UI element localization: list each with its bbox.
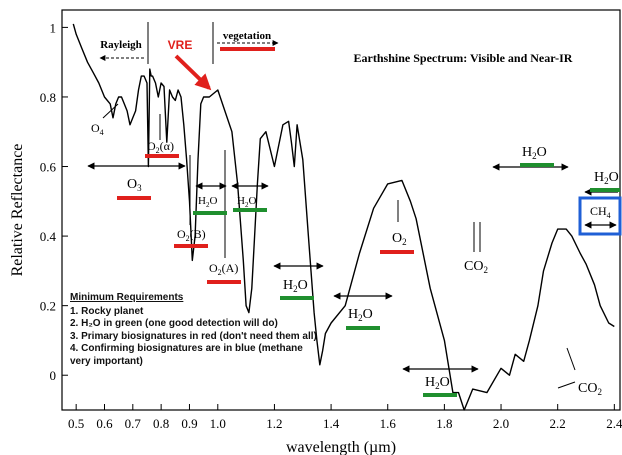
y-tick-label: 0.4 [40,229,57,244]
svg-text:O2(B): O2(B) [177,227,206,243]
annotation-o2-b: O2(B) [174,155,208,248]
x-tick-label: 2.4 [606,416,622,431]
annotation-ch4: CH4 [578,196,622,236]
rayleigh-label: Rayleigh [100,39,142,51]
svg-text:H2O: H2O [425,375,450,391]
requirement-item: 3. Primary biosignatures in red (don't n… [70,330,317,342]
annotation-h2o-1.13: H2O [333,292,393,330]
requirement-item: 1. Rocky planet [70,305,144,317]
annotation-o2-alpha: O2(α) [145,114,179,158]
vegetation-label: vegetation [223,30,271,42]
y-tick-label: 0.6 [40,160,57,175]
svg-text:CH4: CH4 [590,204,611,220]
x-tick-label: 0.7 [125,416,142,431]
reflectance-curve [72,23,615,411]
requirements-title: Minimum Requirements [70,292,184,303]
x-tick-label: 1.8 [436,416,452,431]
vre-label: VRE [168,38,193,52]
y-tick-label: 0.8 [40,90,56,105]
requirement-item: 2. H₂O in green (one good detection will… [70,318,278,329]
x-tick-label: 0.6 [96,416,113,431]
x-tick-label: 2.0 [493,416,509,431]
annotation-h2o-0.82: H2O [231,182,269,212]
rayleigh-marker: Rayleigh [99,22,214,64]
minimum-requirements-box: Minimum Requirements 1. Rocky planet 2. … [70,292,320,368]
x-tick-label: 1.6 [380,416,397,431]
annotation-h2o-1.9: H2O [492,145,569,171]
vre-marker: VRE [168,38,212,91]
svg-text:H2O: H2O [283,278,308,294]
annotation-h2o-0.72: H2O [193,182,227,215]
x-axis-ticks: 0.5 0.6 0.7 0.8 0.9 1.0 1.2 1.4 1.6 1.8 2.0 2.2 2.4 [68,404,622,431]
annotation-h2o-1.4: H2O [402,365,479,397]
svg-text:H2O: H2O [594,170,619,186]
svg-text:CO2: CO2 [464,259,488,275]
svg-text:O2(α): O2(α) [147,139,174,155]
annotation-o2-a: O2(A) [207,150,241,284]
y-tick-label: 0 [50,368,57,383]
x-tick-label: 0.5 [68,416,84,431]
svg-text:H2O: H2O [348,307,373,323]
x-tick-label: 1.0 [210,416,226,431]
x-tick-label: 0.9 [181,416,197,431]
x-tick-label: 0.8 [153,416,169,431]
annotation-o2-1.27: O2 [380,200,414,254]
x-tick-label: 1.4 [323,416,340,431]
requirement-item: 4. Confirming biosignatures are in blue … [70,343,303,367]
annotation-co2-1.6: CO2 [464,222,488,275]
annotation-h2o-2.4: H2O [584,170,620,196]
svg-text:CO2: CO2 [578,381,602,397]
svg-text:H2O: H2O [522,145,547,161]
svg-text:O2: O2 [392,231,407,247]
svg-text:O2(A): O2(A) [209,261,238,277]
x-tick-label: 2.2 [550,416,566,431]
x-axis-label: wavelength (µm) [286,439,396,455]
y-axis-label: Relative Reflectance [9,144,26,277]
svg-text:O4: O4 [91,121,104,137]
chart-title: Earthshine Spectrum: Visible and Near-IR [354,51,573,65]
annotation-co2-2.05: CO2 [557,347,602,397]
y-tick-label: 1 [50,20,57,35]
svg-text:H2O: H2O [198,195,217,209]
annotation-o3: O3 [87,162,186,200]
y-axis-ticks: 0 0.2 0.4 0.6 0.8 1 [40,20,68,383]
x-tick-label: 1.2 [266,416,282,431]
vegetation-marker: vegetation [217,30,279,51]
svg-text:H2O: H2O [237,195,256,209]
svg-text:O3: O3 [127,177,142,193]
y-tick-label: 0.2 [40,299,56,314]
annotation-h2o-0.94: H2O [273,262,324,300]
annotation-o4: O4 [91,103,119,137]
